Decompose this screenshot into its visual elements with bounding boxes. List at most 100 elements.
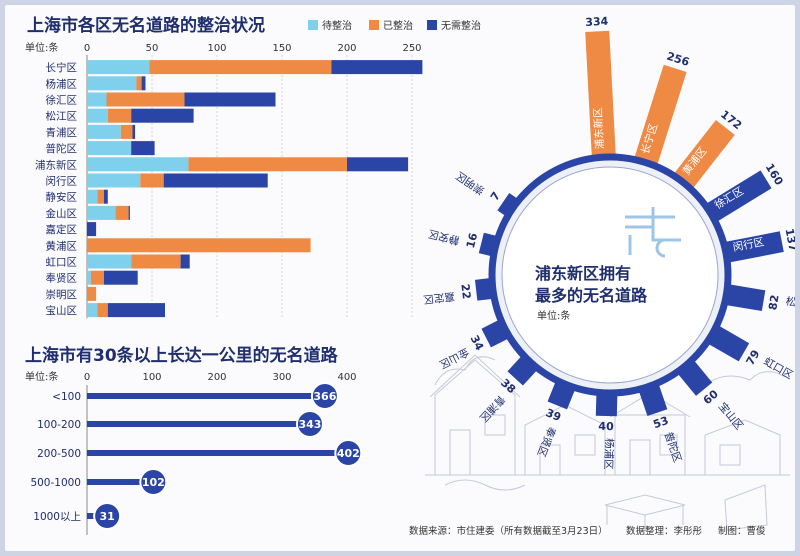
chart1-bars [87,60,423,318]
radial-value-label: 22 [458,283,473,300]
chart1-x-tick: 200 [337,43,356,54]
chart1-bar-segment [120,124,133,139]
chart1-bar-segment [131,108,194,123]
radial-category-label: 奉贤区 [534,425,558,459]
chart1-bar-segment [87,189,98,204]
chart1-category-label: 杨浦区 [46,77,78,90]
footer-source: 数据来源：市住建委（所有数据截至3月23日） [409,525,608,537]
chart2-bar [87,421,304,427]
radial-category-label: 嘉定区 [423,290,456,306]
footer-compiled-by: 数据整理：李彤彤 [626,525,703,537]
legend-label-not-needed: 无需整治 [441,19,481,32]
chart2-category-label: 500-1000 [30,477,81,489]
radial-bar [497,193,519,217]
chart1-bar-segment [87,303,98,318]
chart2-x-ticks: 0 100 200 300 400 [84,372,357,383]
chart1-bar-segment [107,303,165,318]
radial-category-label: 普陀区 [662,430,685,464]
radial-center-title-line1: 浦东新区拥有 [535,264,631,283]
chart2-value-bubble [334,439,363,467]
radial-bar [638,383,668,417]
chart1-bar-segment [87,254,132,269]
chart2-category-label: 1000以上 [33,511,81,523]
chart1-bar-segment [87,173,141,188]
radial-bar [673,120,735,190]
radial-category-label: 虹口区 [762,356,795,382]
chart2-data-label: 31 [99,510,114,523]
chart2-value-bubble [310,382,339,410]
chart1-bar-segment [87,76,137,91]
chart2-bar [87,393,319,399]
chart1-category-label: 松江区 [46,110,78,123]
chart1-bar-segment [87,222,97,237]
radial-value-label: 82 [766,294,781,311]
chart1-bar-segment [107,108,132,123]
chart1-bar-segment [184,92,276,107]
legend-swatch-done [369,20,379,30]
radial-bar-group: 40 杨浦区 [595,392,618,470]
radial-inner-ring [501,166,719,384]
chart2-data-label: 366 [313,390,336,403]
chart2-x-tick: 300 [272,372,291,383]
chart1-bar-segment [188,157,347,172]
chart2-x-tick: 400 [337,372,356,383]
chart2-bars: 366 343 402 102 31 [86,382,363,535]
chart1-bar-segment [331,60,423,75]
radial-value-label: 40 [598,420,614,433]
chart1-bar-segment [149,60,332,75]
radial-unit-label: 单位:条 [537,309,570,322]
radial-category-label: 静安区 [427,227,461,247]
chart1-x-tick: 100 [207,43,226,54]
chart1-bar-segment [103,270,138,285]
chart1-bar-segment [87,60,150,75]
radial-category-label: 青浦区 [477,393,508,425]
radial-center-title-line2: 最多的无名道路 [535,286,648,305]
chart2-data-label: 402 [337,447,360,460]
chart1-bar-segment [131,141,155,156]
chart1-bar-segment [87,286,97,301]
radial-hub: 浦东新区拥有 最多的无名道路 单位:条 [488,153,732,397]
radial-category-label: 宝山区 [716,400,746,433]
chart1-bar-segment [115,205,129,220]
radial-bar [706,324,750,362]
chart2-title: 上海市有30条以上长达一公里的无名道路 [25,345,339,366]
radial-bar-group: 334 浦东新区 [585,15,616,158]
radial-category-label: 松江区 [785,294,795,312]
chart2-value-bubble [139,468,168,496]
chart2-category-label: 200-500 [37,448,81,460]
chart1-bar-segment [136,76,142,91]
chart1-x-tick: 0 [84,43,90,54]
chart1-category-label: 虹口区 [46,257,78,269]
chart1-category-label: 崇明区 [46,289,78,301]
chart1-bar-segment [87,157,189,172]
chart2-category-label: 100-200 [37,419,81,431]
radial-value-label: 79 [744,348,763,368]
radial-bar [705,170,772,223]
chart2-value-bubble [93,502,122,530]
chart1-category-label: 奉贤区 [46,272,78,285]
chart1-bar-segment [90,270,104,285]
chart1-x-tick: 250 [402,43,421,54]
radial-bar [634,64,687,167]
chart2-bar [87,479,148,485]
chart1-bar-segment [87,205,116,220]
chart1-bar-segment [87,92,107,107]
chart1-bar-segment [132,124,136,139]
chart1-category-label: 宝山区 [46,304,78,317]
chart1-bar-segment [128,205,130,220]
chart1-bar-segment [87,270,91,285]
chart1-category-label: 嘉定区 [46,223,78,236]
radial-value-label: 334 [585,15,609,29]
chart2-x-tick: 0 [84,372,90,383]
chart1-x-ticks: 0 50 100 150 200 250 [84,43,422,54]
chart1-x-tick: 50 [146,43,159,54]
chart1-bar-segment [87,108,108,123]
radial-bar [595,392,618,417]
chart1-bar-segment [347,157,409,172]
chart1-category-label: 长宁区 [46,61,78,74]
chart2-data-label: 102 [142,476,165,489]
